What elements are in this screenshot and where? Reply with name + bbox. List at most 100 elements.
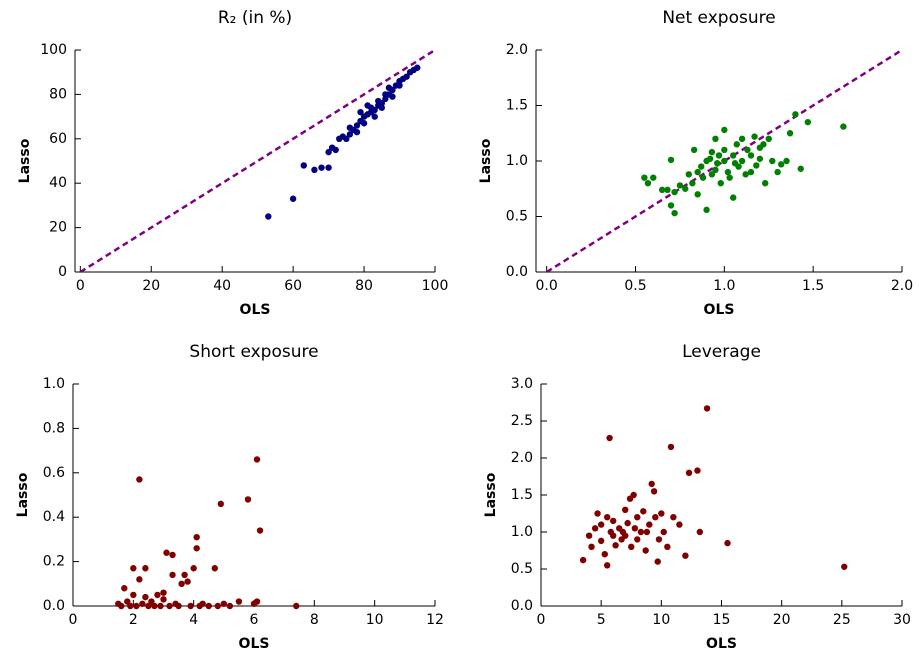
data-point	[724, 168, 732, 176]
data-point	[610, 517, 617, 525]
data-point	[121, 585, 128, 592]
data-point	[157, 602, 164, 610]
data-point	[667, 443, 675, 451]
subplot: Short exposure OLS Lasso 0 2 4 6 8 10 12 0.0 0.2 0.4…	[15, 342, 444, 652]
data-point	[650, 174, 657, 181]
data-point	[694, 467, 701, 474]
data-point	[235, 598, 243, 605]
data-point	[717, 180, 724, 187]
data-point	[154, 591, 161, 599]
data-point	[696, 528, 704, 536]
subplot: R₂ (in %) OLS Lasso 0 20 40 60 80 100 0 20 40 60 80 10…	[17, 8, 448, 318]
data-point	[601, 551, 608, 558]
data-point	[774, 168, 781, 176]
data-point	[738, 157, 746, 165]
data-point	[744, 146, 751, 154]
data-point	[378, 100, 385, 107]
data-point	[690, 146, 698, 154]
x-tick-label: 4	[189, 612, 198, 628]
data-point	[585, 532, 593, 539]
x-tick-label: 2	[129, 612, 138, 628]
data-point	[378, 104, 385, 111]
data-point	[840, 123, 847, 130]
data-point	[244, 496, 252, 503]
data-point	[389, 93, 396, 100]
data-point	[733, 141, 740, 148]
data-point	[160, 596, 167, 603]
data-point	[658, 510, 665, 517]
data-point	[396, 82, 403, 89]
data-point	[253, 456, 261, 463]
data-point	[253, 598, 261, 605]
data-point	[783, 157, 790, 165]
data-point	[637, 528, 645, 536]
x-tick-label: 15	[713, 612, 731, 628]
x-tick-label: 25	[833, 612, 851, 628]
data-point	[634, 536, 641, 543]
x-tick-label: 6	[250, 612, 259, 628]
reference-line	[79, 48, 436, 274]
data-point	[841, 563, 848, 570]
data-point	[738, 135, 746, 142]
data-point	[136, 476, 143, 483]
x-tick-label: 8	[310, 612, 319, 628]
data-point	[603, 514, 611, 521]
data-point	[765, 135, 772, 142]
data-point	[742, 171, 749, 178]
data-point	[694, 191, 701, 198]
data-point	[325, 164, 332, 171]
data-point	[364, 102, 371, 109]
x-tick-label: 100	[422, 278, 449, 294]
y-tick-label: 3.0	[511, 376, 533, 392]
data-point	[619, 528, 627, 536]
data-point	[655, 536, 663, 543]
data-point	[403, 73, 410, 80]
x-tick-label: 40	[213, 278, 231, 294]
data-point	[712, 166, 719, 174]
data-point	[698, 163, 705, 170]
data-point	[382, 95, 389, 103]
data-point	[130, 591, 137, 599]
data-point	[181, 571, 188, 579]
data-point	[650, 488, 658, 495]
subplot: Net exposure OLS Lasso 0.0 0.5 1.0 1.5 2.0 0.0 0.…	[478, 8, 913, 318]
data-point	[721, 126, 728, 134]
data-point	[721, 146, 728, 154]
y-tick-label: 100	[40, 42, 67, 58]
data-point	[671, 188, 678, 196]
data-point	[133, 602, 140, 610]
data-point	[634, 514, 641, 521]
y-tick-label: 1.5	[511, 487, 533, 503]
data-point	[175, 602, 182, 610]
data-point	[622, 506, 629, 513]
x-tick-label: 60	[284, 278, 302, 294]
data-point	[325, 148, 332, 156]
x-tick-label: 2.0	[891, 278, 913, 294]
data-point	[792, 111, 799, 118]
data-point	[797, 165, 804, 172]
data-point	[151, 602, 158, 610]
data-point	[346, 131, 354, 138]
data-point	[597, 537, 605, 545]
data-point	[169, 551, 176, 559]
x-tick-label: 20	[773, 612, 791, 628]
y-tick-label: 40	[49, 175, 67, 191]
data-point	[731, 160, 739, 167]
x-tick-label: 10	[652, 612, 670, 628]
y-tick-label: 1.0	[43, 376, 65, 392]
data-point	[332, 146, 339, 154]
data-point	[761, 180, 769, 187]
data-point	[660, 528, 667, 536]
data-point	[136, 576, 143, 583]
data-point	[756, 155, 764, 162]
chart-title: Leverage	[682, 342, 761, 362]
data-point	[721, 157, 728, 165]
data-point	[142, 593, 149, 601]
data-point	[708, 148, 716, 156]
data-point	[715, 152, 723, 159]
data-point	[353, 128, 361, 136]
data-point	[777, 161, 785, 168]
x-axis-label: OLS	[704, 302, 735, 318]
data-point	[588, 543, 595, 550]
data-point	[648, 480, 655, 488]
